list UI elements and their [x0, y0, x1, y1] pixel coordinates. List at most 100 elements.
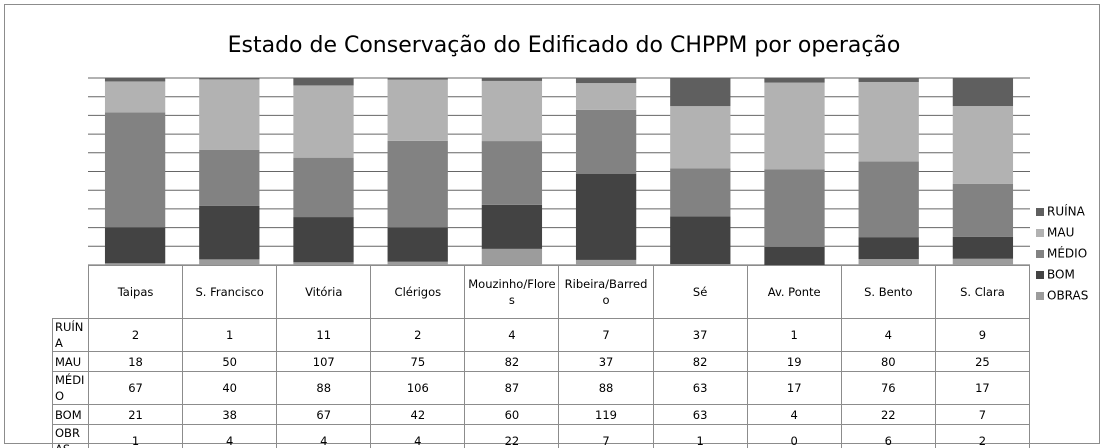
table-cell: 87	[464, 371, 560, 405]
bar-segment	[199, 205, 260, 260]
legend-swatch	[1036, 292, 1044, 300]
table-cell: 88	[558, 371, 654, 405]
bar-segment	[670, 106, 731, 169]
category-label: Mouzinho/Flores	[464, 265, 560, 319]
table-cell: 6	[840, 424, 936, 448]
table-cell: 4	[276, 424, 372, 448]
table-cell: 75	[370, 351, 466, 372]
table-cell: 7	[558, 318, 654, 352]
table-row: RUÍNA 2 1 11 2 4 7 37 1 4 9	[52, 318, 1031, 352]
table-cell: 4	[370, 424, 466, 448]
bar-segment	[293, 157, 354, 218]
table-cell: 67	[276, 404, 372, 425]
table-cell: 4	[840, 318, 936, 352]
bar-segment	[952, 183, 1014, 237]
table-cell: 17	[746, 371, 842, 405]
bar-segment	[481, 80, 543, 142]
series-label: BOM	[52, 404, 89, 425]
bar-segment	[199, 78, 260, 80]
series-label: OBRAS	[52, 424, 89, 448]
bar-segment	[104, 263, 166, 265]
table-cell: 1	[182, 318, 278, 352]
category-label: S. Bento	[840, 265, 936, 319]
bar-segment	[481, 78, 543, 81]
bar-segment	[104, 112, 166, 228]
table-cell: 60	[464, 404, 560, 425]
table-cell: 63	[652, 404, 748, 425]
table-cell: 25	[934, 351, 1031, 372]
table-cell: 42	[370, 404, 466, 425]
legend-swatch	[1036, 208, 1044, 216]
bar-segment	[670, 216, 731, 265]
bar-segment	[387, 78, 448, 80]
bar-segment	[952, 106, 1014, 184]
table-cell: 76	[840, 371, 936, 405]
category-label: Av. Ponte	[746, 265, 842, 319]
bar-segment	[575, 259, 637, 265]
table-cell: 4	[464, 318, 560, 352]
legend-label: MÉDIO	[1047, 246, 1087, 261]
legend-swatch	[1036, 250, 1044, 258]
bar-segment	[481, 248, 543, 265]
bar-segment	[858, 259, 919, 265]
table-cell: 40	[182, 371, 278, 405]
table-cell: 119	[558, 404, 654, 425]
category-label: S. Francisco	[182, 265, 278, 319]
category-label: Vitória	[276, 265, 372, 319]
series-label: MÉDIO	[52, 371, 89, 405]
bar-segment	[764, 82, 825, 170]
bar-segment	[952, 78, 1014, 107]
bar-segment	[858, 161, 919, 238]
table-cell: 9	[934, 318, 1031, 352]
table-row: OBRAS14442271062	[52, 424, 1031, 448]
table-cell: 38	[182, 404, 278, 425]
legend-label: RUÍNA	[1047, 204, 1086, 219]
table-row: BOM 21 38 67 42 60 119 63 4 22 7	[52, 404, 1031, 425]
bar-segment	[764, 246, 825, 265]
legend-label: BOM	[1047, 268, 1075, 282]
bar-segment	[858, 237, 919, 260]
table-cell: 82	[652, 351, 748, 372]
table-cell: 50	[182, 351, 278, 372]
category-label: Clérigos	[370, 265, 466, 319]
bar-segment	[199, 79, 260, 150]
bar-segment	[670, 168, 731, 217]
bar-segment	[858, 78, 919, 82]
bar-segment	[104, 81, 166, 113]
bar-segment	[952, 258, 1014, 265]
table-cell: 22	[840, 404, 936, 425]
bar-segment	[670, 78, 731, 107]
bar-segment	[387, 261, 448, 265]
table-cell: 17	[934, 371, 1031, 405]
bar-segment	[387, 140, 448, 228]
table-corner	[52, 265, 89, 319]
legend-label: OBRAS	[1047, 289, 1088, 303]
data-table: Taipas S. Francisco Vitória Clérigos Mouzinh…	[52, 265, 1031, 448]
bar-segment	[293, 85, 354, 158]
bar-segment	[199, 149, 260, 206]
table-cell: 106	[370, 371, 466, 405]
table-cell: 1	[87, 424, 184, 448]
legend-swatch	[1036, 271, 1044, 279]
bar-segment	[293, 78, 354, 86]
category-label: S. Clara	[934, 265, 1031, 319]
table-cell: 22	[464, 424, 560, 448]
table-header-row: Taipas S. Francisco Vitória Clérigos Mouzinh…	[52, 265, 1031, 319]
table-cell: 0	[746, 424, 842, 448]
table-cell: 18	[87, 351, 184, 372]
bar-segment	[104, 78, 166, 82]
bar-segment	[199, 259, 260, 265]
bar-segment	[764, 78, 825, 83]
table-cell: 82	[464, 351, 560, 372]
category-label: Ribeira/Barredo	[558, 265, 654, 319]
table-cell: 80	[840, 351, 936, 372]
bar-segment	[481, 141, 543, 205]
table-cell: 2	[934, 424, 1031, 448]
table-cell: 19	[746, 351, 842, 372]
bar-segment	[952, 236, 1014, 259]
bar-segment	[293, 262, 354, 265]
table-cell: 37	[558, 351, 654, 372]
table-cell: 7	[558, 424, 654, 448]
table-cell: 7	[934, 404, 1031, 425]
series-label: RUÍNA	[52, 318, 89, 352]
